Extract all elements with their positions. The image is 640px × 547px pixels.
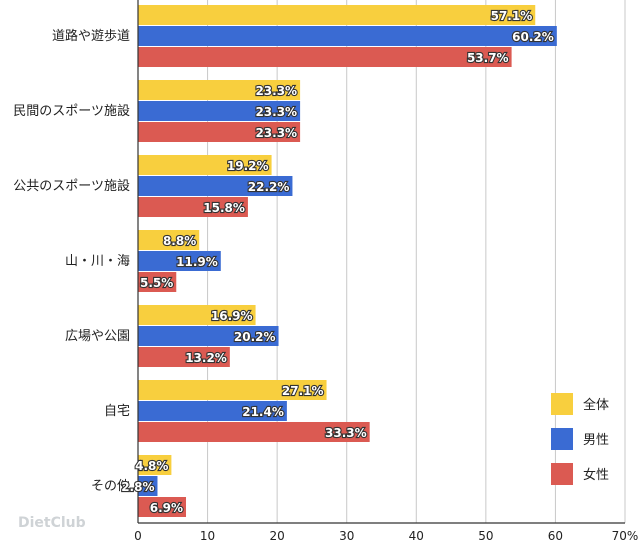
bar [138,326,279,346]
data-label: 23.3% [255,126,297,140]
bar [138,101,301,121]
category-label: 道路や遊歩道 [52,28,130,44]
data-label: 19.2% [227,159,269,173]
x-tick-label: 50 [478,529,493,543]
bar [138,5,536,25]
data-label: 57.1% [491,9,533,23]
bar [138,80,301,100]
legend-label: 女性 [583,467,609,483]
bar [138,476,158,496]
data-label: 8.8% [163,234,196,248]
data-label: 60.2% [512,30,554,44]
value-labels: 57.1% 60.2%53.7% 23.3% 23.3% 23.3% 19.2% 22.2%… [120,8,555,516]
bar [138,47,512,67]
category-label: 広場や公園 [65,329,130,344]
x-tick-label: 30 [339,529,354,543]
category-label: 公共のスポーツ施設 [13,178,130,194]
data-label: 21.4% [242,405,284,419]
bar [138,380,327,400]
x-tick-labels: 0 10 20 30 40 50 60 70% [134,529,638,543]
category-label: その他 [91,479,130,494]
bar [138,305,256,325]
data-label: 27.1% [282,384,324,398]
legend-swatch [551,463,573,485]
x-tick-label: 40 [409,529,424,543]
bar [138,251,221,271]
data-label: 20.2% [234,330,276,344]
x-tick-label: 0 [134,529,142,543]
axes [137,0,625,524]
category-label: 山・川・海 [65,254,130,269]
data-label: 2.8% [121,480,154,494]
legend-swatch [551,428,573,450]
bar [138,122,301,142]
legend-swatch [551,393,573,415]
bars [138,5,557,517]
category-label: 自宅 [104,404,130,419]
legend-label: 男性 [583,433,609,448]
data-label: 5.5% [140,276,173,290]
bar [138,26,557,46]
x-tick-label: 20 [270,529,285,543]
data-label: 4.8% [135,459,168,473]
bar [138,176,293,196]
x-tick-label: 70% [612,529,639,543]
data-label: 6.9% [150,501,183,515]
bar [138,422,370,442]
data-label: 23.3% [255,84,297,98]
bar [138,230,200,250]
bar [138,455,172,475]
bar [138,155,272,175]
watermark: DietClub [18,515,86,531]
data-label: 23.3% [255,105,297,119]
data-label: 33.3% [325,426,367,440]
bar [138,347,230,367]
data-label: 15.8% [203,201,245,215]
data-label: 53.7% [467,51,509,65]
bar [138,401,287,421]
data-label: 13.2% [185,351,227,365]
x-tick-label: 10 [200,529,215,543]
data-label: 22.2% [248,180,290,194]
x-tick-label: 60 [548,529,563,543]
legend-label: 全体 [583,397,609,413]
bar [138,497,187,517]
data-label: 16.9% [211,309,253,323]
data-label: 11.9% [176,255,218,269]
bar [138,272,177,292]
category-label: 民間のスポーツ施設 [13,103,130,119]
bar [138,197,248,217]
